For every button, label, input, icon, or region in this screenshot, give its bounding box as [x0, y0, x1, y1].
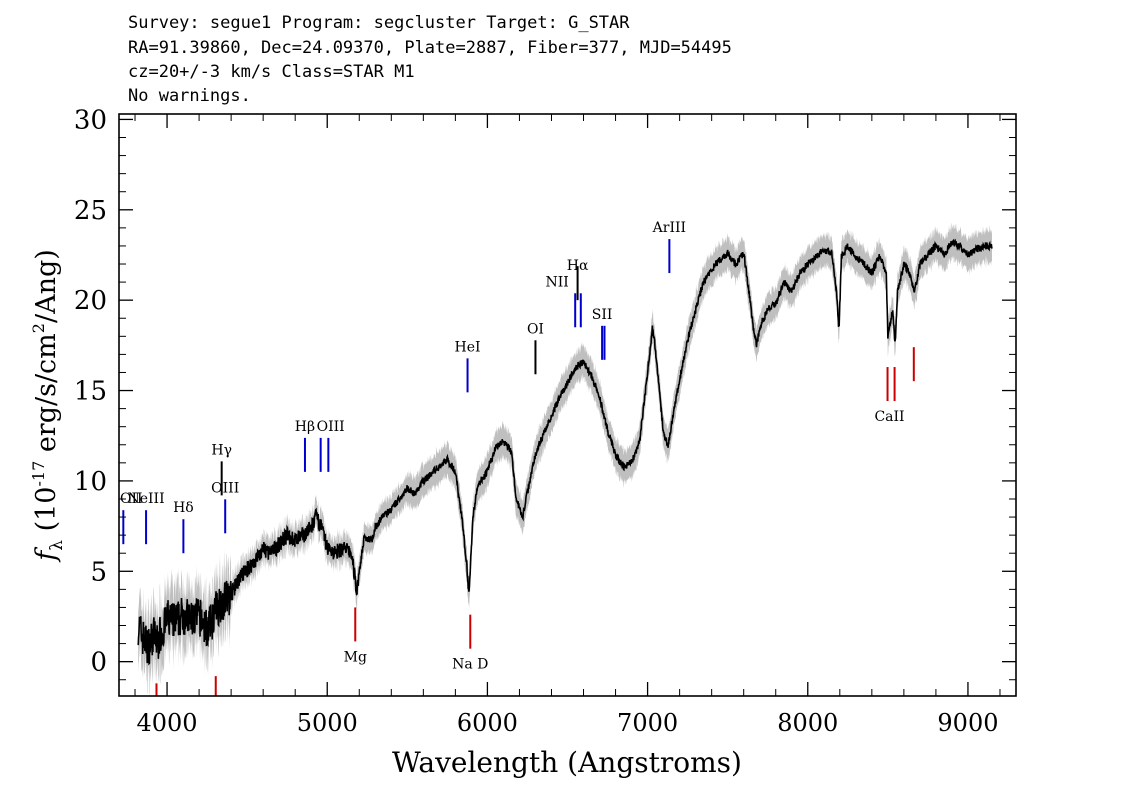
spectrum-line [137, 238, 993, 666]
line-marker-label: CaII [874, 409, 904, 425]
header-survey-line: Survey: segue1 Program: segcluster Targe… [128, 13, 630, 33]
ticks-layer: 4000 5000 6000 7000 8000 9000 0 5 10 15 20 25 30 [74, 105, 1016, 737]
y-tick-label: 5 [90, 557, 107, 587]
error-band [138, 222, 992, 696]
line-marker-label: OIII [317, 419, 345, 435]
line-marker-label: Mg [344, 649, 367, 665]
header-warnings-line: No warnings. [128, 86, 251, 106]
line-marker-label: Hδ [173, 500, 194, 516]
line-marker-label: OI [527, 321, 544, 337]
line-marker-label: Na D [452, 657, 488, 673]
y-tick-label: 0 [90, 648, 107, 678]
plot-frame [118, 113, 1017, 697]
x-tick-label: 9000 [937, 709, 998, 737]
y-tick-label: 20 [74, 286, 107, 316]
x-tick-label: 8000 [777, 709, 838, 737]
y-tick-label: 10 [74, 467, 107, 497]
line-markers [122, 239, 915, 696]
line-marker-label: OIII [211, 480, 239, 496]
line-marker-label: Hα [567, 258, 589, 274]
x-tick-label: 4000 [137, 709, 198, 737]
header-coords-line: RA=91.39860, Dec=24.09370, Plate=2887, F… [128, 38, 732, 58]
line-marker-label: NeIII [127, 491, 164, 507]
y-tick-label: 25 [74, 196, 107, 226]
line-marker-label: NII [546, 274, 569, 290]
y-axis-label: fλ (10-17 erg/s/cm2/Ang) [29, 249, 67, 563]
header-class-line: cz=20+/-3 km/s Class=STAR M1 [128, 62, 415, 82]
y-tick-label: 30 [74, 105, 107, 135]
line-marker-label: HeI [455, 339, 481, 355]
line-marker-label: Hγ [211, 442, 232, 458]
x-tick-label: 5000 [297, 709, 358, 737]
x-tick-label: 6000 [457, 709, 518, 737]
y-tick-label: 15 [74, 377, 107, 407]
line-marker-label: OII [120, 491, 143, 507]
line-marker-label: SII [592, 307, 613, 323]
line-marker-label: Hβ [295, 419, 315, 435]
line-marker-label: ArIII [652, 220, 686, 236]
svg-text:fλ (10-17 erg/s/cm2/Ang): fλ (10-17 erg/s/cm2/Ang) [29, 249, 67, 563]
x-axis-label: Wavelength (Angstroms) [392, 746, 742, 779]
x-tick-label: 7000 [617, 709, 678, 737]
